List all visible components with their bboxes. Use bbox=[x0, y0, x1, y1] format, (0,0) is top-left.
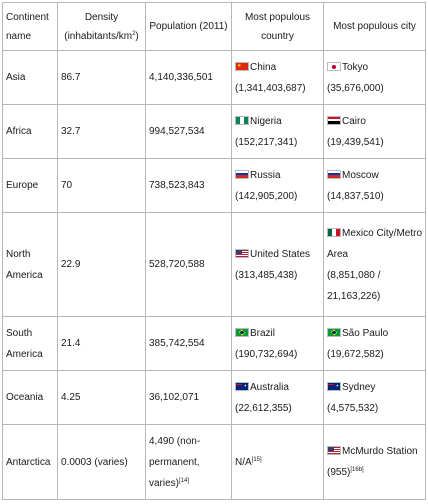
header-population: Population (2011) bbox=[145, 2, 232, 51]
cell-city: Mexico City/Metro Area (8,851,080 / 21,16… bbox=[323, 212, 426, 318]
cell-density: 22.9 bbox=[57, 212, 146, 318]
australia-flag-icon: ✦ bbox=[235, 381, 249, 391]
cell-population: 994,527,534 bbox=[145, 104, 232, 160]
city-name[interactable]: Cairo bbox=[342, 115, 366, 127]
country-population: (190,732,694) bbox=[235, 348, 298, 360]
country-name[interactable]: Russia bbox=[250, 169, 281, 181]
cell-country: ★ China (1,341,403,687) bbox=[231, 49, 324, 106]
usa-flag-icon bbox=[235, 248, 249, 258]
header-density: Density (inhabitants/km2) bbox=[57, 2, 146, 51]
cell-population: 4,490 (non-permanent, varies)[14] bbox=[145, 424, 232, 500]
mexico-flag-icon bbox=[327, 227, 341, 237]
table-row: Africa 32.7 994,527,534 Nigeria (152,217,341… bbox=[2, 104, 426, 160]
continents-table: Continent name Density (inhabitants/km2)… bbox=[2, 2, 426, 500]
cell-city: Tokyo (35,676,000) bbox=[323, 49, 426, 106]
city-name[interactable]: Sydney bbox=[342, 381, 376, 393]
country-name[interactable]: Brazil bbox=[250, 327, 276, 339]
cell-continent: Europe bbox=[2, 158, 58, 214]
header-country: Most populous country bbox=[231, 2, 324, 51]
cell-density: 32.7 bbox=[57, 104, 146, 160]
city-name[interactable]: São Paulo bbox=[342, 327, 389, 339]
header-row: Continent name Density (inhabitants/km2)… bbox=[2, 2, 426, 51]
country-citation[interactable]: [15] bbox=[251, 456, 262, 463]
cell-population: 385,742,554 bbox=[145, 316, 232, 372]
cell-continent: Africa bbox=[2, 104, 58, 160]
city-population: (19,439,541) bbox=[327, 136, 384, 148]
russia-flag-icon bbox=[327, 169, 341, 179]
city-population: (8,851,080 / 21,163,226) bbox=[327, 269, 381, 302]
cell-density: 21.4 bbox=[57, 316, 146, 372]
usa-flag-icon bbox=[327, 446, 341, 456]
city-name[interactable]: Moscow bbox=[342, 169, 379, 181]
cell-population: 738,523,843 bbox=[145, 158, 232, 214]
russia-flag-icon bbox=[235, 169, 249, 179]
cell-density: 86.7 bbox=[57, 49, 146, 106]
cell-density: 70 bbox=[57, 158, 146, 214]
population-citation[interactable]: [14] bbox=[179, 477, 190, 484]
table-row: Europe 70 738,523,843 Russia (142,905,200) Mo… bbox=[2, 158, 426, 214]
city-name[interactable]: Tokyo bbox=[342, 61, 369, 73]
cell-country: Brazil (190,732,694) bbox=[231, 316, 324, 372]
cell-city: ✦ Sydney (4,575,532) bbox=[323, 370, 426, 426]
cell-continent: Antarctica bbox=[2, 424, 58, 500]
cell-country: United States (313,485,438) bbox=[231, 212, 324, 318]
country-population: (152,217,341) bbox=[235, 136, 298, 148]
cell-country: N/A[15] bbox=[231, 424, 324, 500]
country-population: (1,341,403,687) bbox=[235, 82, 306, 94]
country-name[interactable]: N/A bbox=[235, 456, 252, 468]
city-population: (14,837,510) bbox=[327, 190, 384, 202]
cell-country: Nigeria (152,217,341) bbox=[231, 104, 324, 160]
australia-flag-icon: ✦ bbox=[327, 381, 341, 391]
country-name[interactable]: China bbox=[250, 61, 277, 73]
table-row: South America 21.4 385,742,554 Brazil (190,7… bbox=[2, 316, 426, 372]
table-row: Asia 86.7 4,140,336,501 ★ China (1,341,403,68… bbox=[2, 49, 426, 106]
country-name[interactable]: Nigeria bbox=[250, 115, 282, 127]
cell-population: 528,720,588 bbox=[145, 212, 232, 318]
cell-city: Cairo (19,439,541) bbox=[323, 104, 426, 160]
city-name[interactable]: Mexico City/Metro Area bbox=[327, 227, 423, 260]
cell-continent: North America bbox=[2, 212, 58, 318]
brazil-flag-icon bbox=[235, 327, 249, 337]
table-row: Oceania 4.25 36,102,071 ✦ Australia (22,612,3… bbox=[2, 370, 426, 426]
cell-continent: Oceania bbox=[2, 370, 58, 426]
city-name[interactable]: McMurdo Station (955) bbox=[327, 446, 418, 479]
country-population: (313,485,438) bbox=[235, 269, 298, 281]
cell-continent: South America bbox=[2, 316, 58, 372]
egypt-flag-icon bbox=[327, 115, 341, 125]
table-row: Antarctica 0.0003 (varies) 4,490 (non-perm… bbox=[2, 424, 426, 500]
cell-city: São Paulo (19,672,582) bbox=[323, 316, 426, 372]
cell-city: McMurdo Station (955)[16b] bbox=[323, 424, 426, 500]
cell-population: 4,140,336,501 bbox=[145, 49, 232, 106]
cell-density: 4.25 bbox=[57, 370, 146, 426]
japan-flag-icon bbox=[327, 61, 341, 71]
header-continent: Continent name bbox=[2, 2, 58, 51]
cell-continent: Asia bbox=[2, 49, 58, 106]
city-population: (19,672,582) bbox=[327, 348, 384, 360]
cell-density: 0.0003 (varies) bbox=[57, 424, 146, 500]
cell-population: 36,102,071 bbox=[145, 370, 232, 426]
cell-city: Moscow (14,837,510) bbox=[323, 158, 426, 214]
nigeria-flag-icon bbox=[235, 115, 249, 125]
header-city: Most populous city bbox=[323, 2, 426, 51]
country-name[interactable]: United States bbox=[250, 248, 311, 260]
cell-country: Russia (142,905,200) bbox=[231, 158, 324, 214]
china-flag-icon: ★ bbox=[235, 61, 249, 71]
table-row: North America 22.9 528,720,588 United State… bbox=[2, 212, 426, 318]
country-population: (142,905,200) bbox=[235, 190, 298, 202]
city-population: (35,676,000) bbox=[327, 82, 384, 94]
city-citation[interactable]: [16b] bbox=[350, 467, 364, 474]
city-population: (4,575,532) bbox=[327, 402, 379, 414]
country-name[interactable]: Australia bbox=[250, 381, 289, 393]
country-population: (22,612,355) bbox=[235, 402, 292, 414]
brazil-flag-icon bbox=[327, 327, 341, 337]
cell-country: ✦ Australia (22,612,355) bbox=[231, 370, 324, 426]
